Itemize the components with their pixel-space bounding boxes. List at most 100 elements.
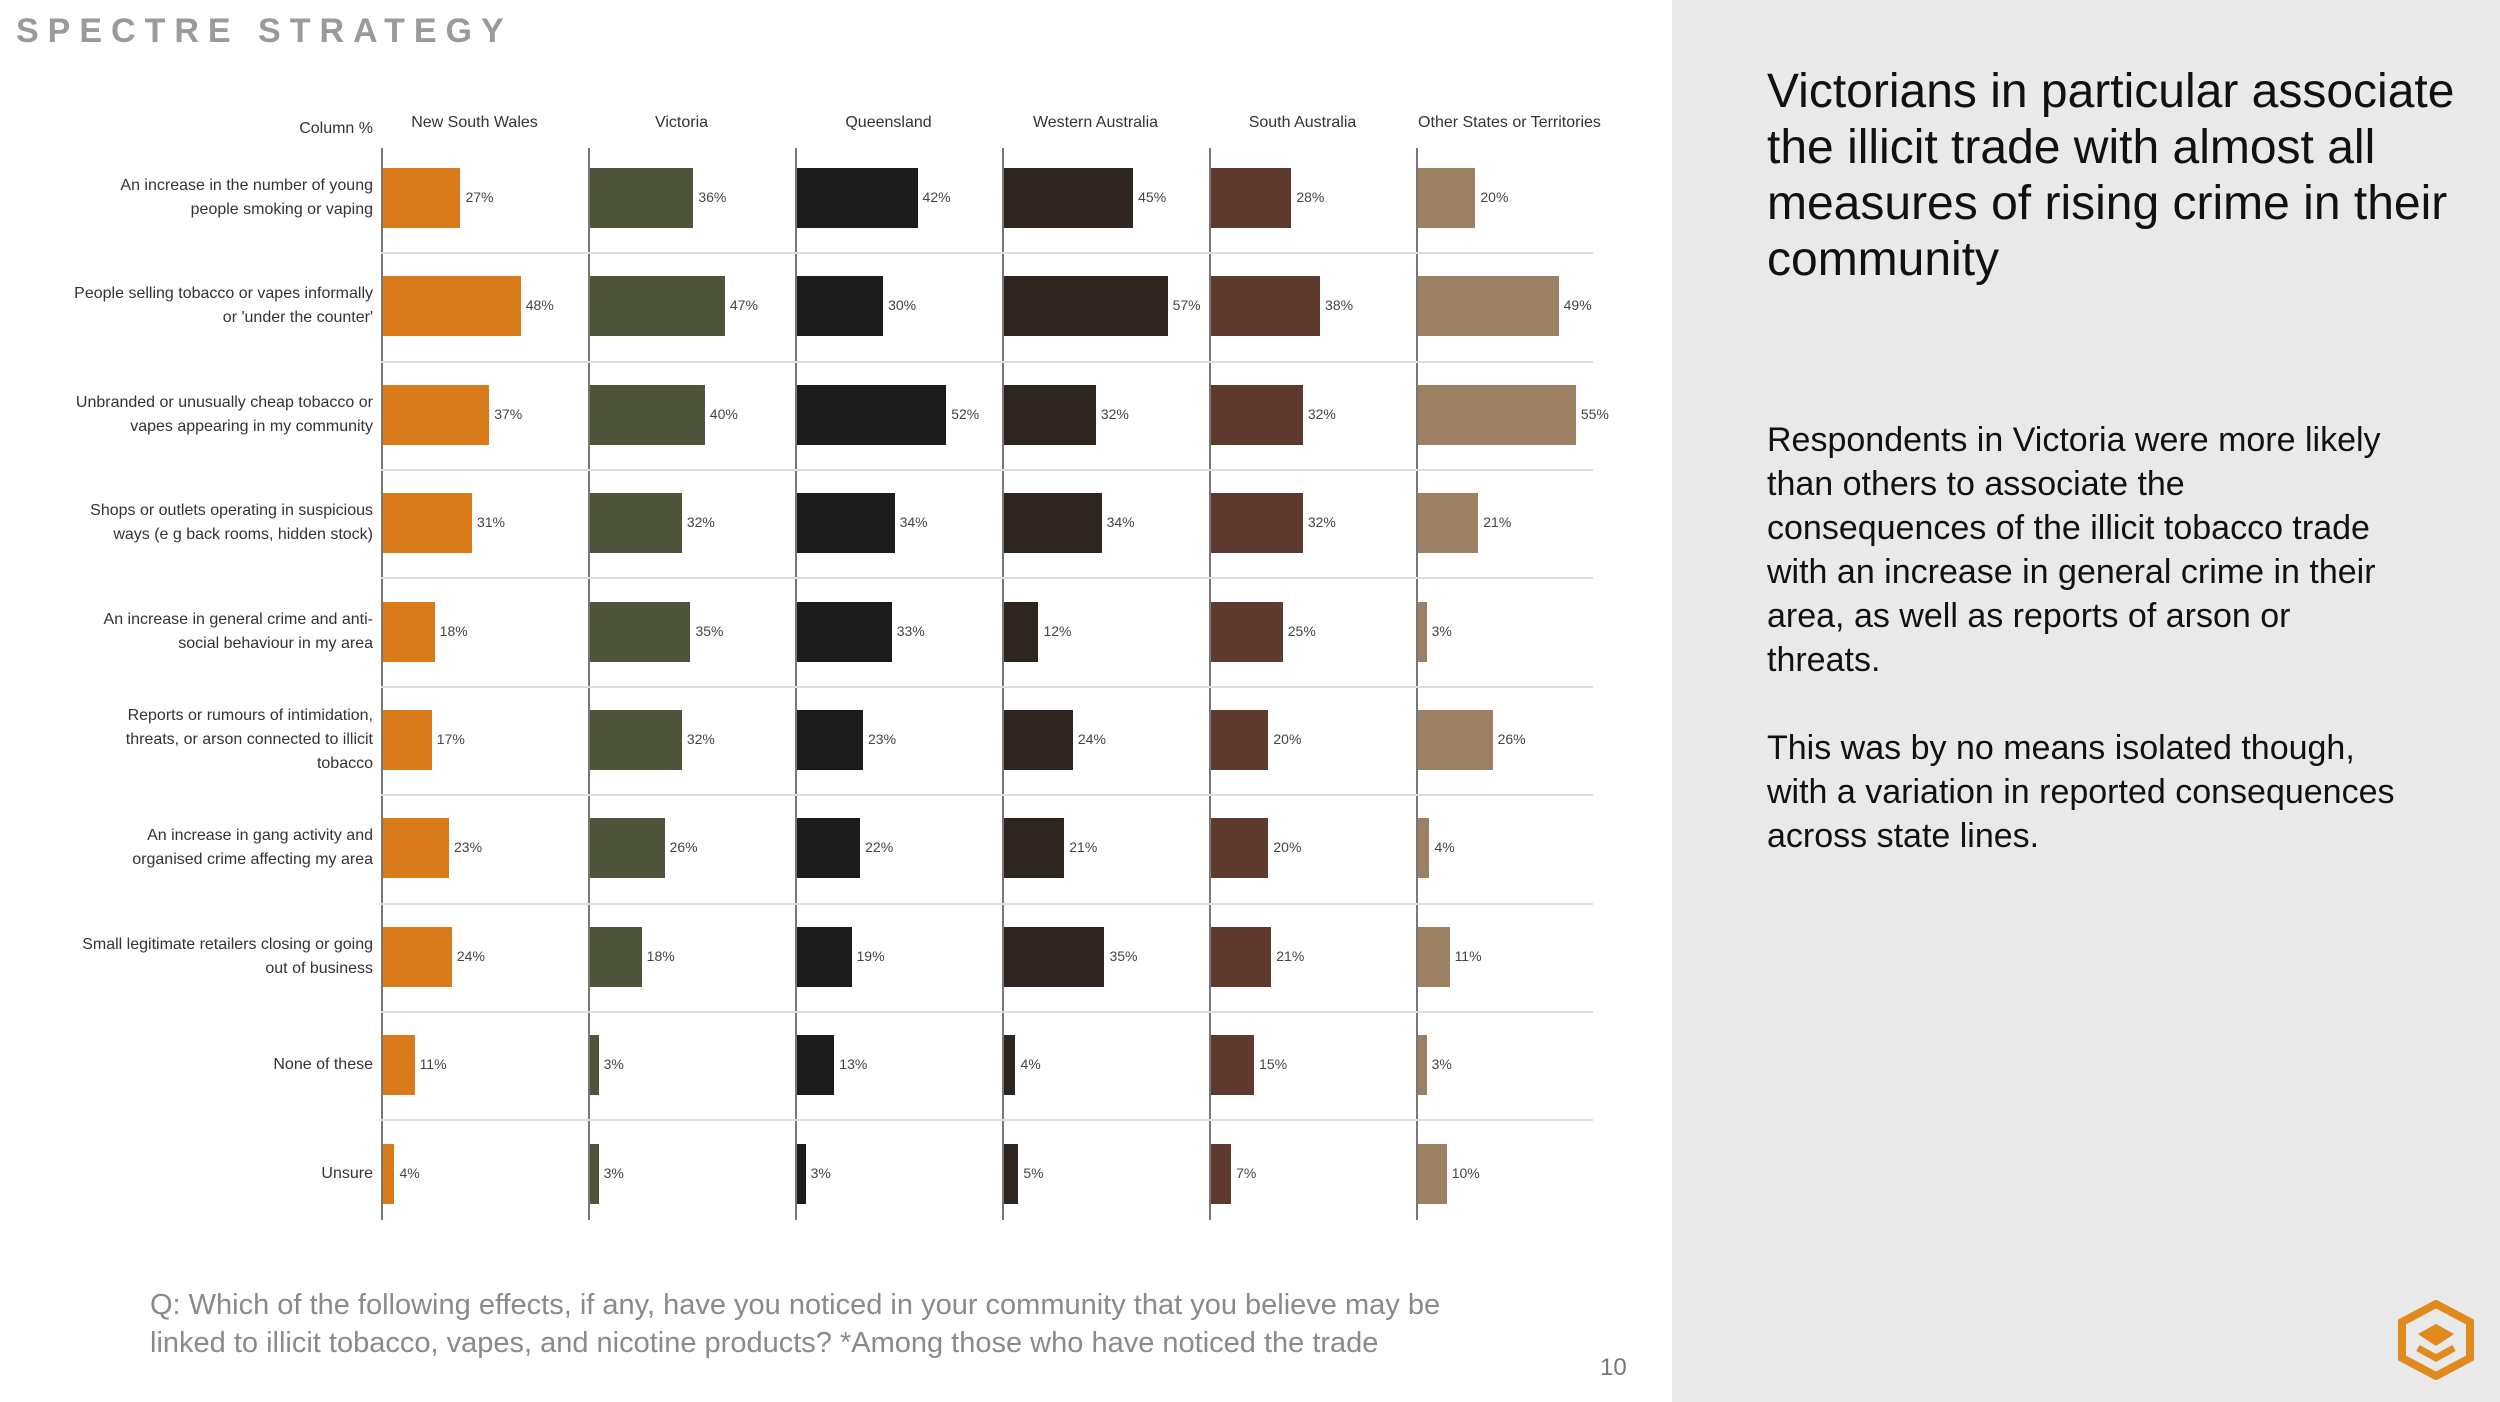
value-label: 23% (454, 839, 483, 856)
bar (1004, 1143, 1019, 1204)
bar (1211, 168, 1292, 228)
row-separator (381, 794, 1593, 797)
bar (1211, 493, 1303, 554)
bar (590, 276, 725, 337)
category-label: None of these (273, 1056, 373, 1074)
column-header: Other States or Territories (1418, 114, 1601, 131)
value-label: 19% (856, 947, 885, 964)
row-separator (381, 1011, 1593, 1013)
bar (590, 1143, 599, 1204)
bar (590, 168, 694, 228)
question: Q: Which of the following effects, if an… (150, 1289, 1441, 1359)
value-label: 31% (476, 514, 505, 531)
panel-axis (1002, 148, 1004, 1220)
bar (797, 710, 863, 770)
value-label: 37% (494, 405, 523, 422)
value-label: 27% (465, 189, 494, 205)
bar (383, 384, 490, 445)
value-label: 13% (839, 1056, 868, 1073)
bar (383, 493, 472, 554)
bar (1211, 926, 1272, 987)
value-label: 4% (399, 1164, 420, 1181)
value-label: 35% (1109, 947, 1138, 964)
brand: SPECTRE STRATEGY (16, 12, 513, 50)
panel-axis (1416, 148, 1418, 1220)
value-label: 4% (1434, 839, 1455, 856)
paragraph: Respondents in Victoria were more likely… (1767, 421, 2381, 679)
row-separator (381, 902, 1593, 905)
value-label: 40% (709, 405, 738, 422)
value-label: 20% (1480, 189, 1509, 205)
row-separator (381, 577, 1593, 580)
value-label: 32% (1307, 514, 1336, 531)
value-label: 32% (686, 731, 715, 747)
bar (1418, 926, 1450, 987)
paragraph: This was by no means isolated though, wi… (1767, 729, 2395, 855)
row-separator (381, 469, 1593, 471)
value-label: 33% (896, 622, 925, 639)
bar (383, 710, 432, 770)
value-label: 5% (1023, 1164, 1044, 1181)
value-label: 20% (1273, 839, 1302, 856)
value-label: 23% (868, 731, 897, 747)
bar (797, 168, 918, 228)
value-label: 3% (810, 1164, 831, 1181)
value-label: 20% (1273, 731, 1302, 747)
bar (797, 384, 947, 445)
value-label: 11% (1454, 947, 1482, 964)
bar (797, 276, 884, 337)
bar (797, 1143, 806, 1204)
value-label: 32% (686, 514, 715, 531)
bar (590, 601, 691, 662)
category-label: Unbranded or unusually cheap tobacco or … (75, 393, 373, 435)
value-label: 34% (899, 514, 928, 531)
bar (1211, 601, 1283, 662)
row-separator (381, 685, 1593, 688)
value-label: 47% (729, 297, 758, 314)
value-label: 48% (525, 297, 554, 314)
panel-axis (588, 148, 590, 1220)
bar (383, 1035, 415, 1096)
heading: Victorians in particular associate the i… (1767, 65, 2455, 286)
value-label: 30% (888, 297, 917, 314)
value-label: 26% (1497, 731, 1526, 747)
column-header: New South Wales (411, 114, 538, 131)
bar (1211, 1035, 1255, 1096)
bar (1418, 493, 1479, 554)
value-label: 38% (1325, 297, 1354, 314)
value-label: 32% (1100, 405, 1129, 422)
corner-label: Column % (299, 120, 373, 137)
column-header: Victoria (654, 114, 709, 131)
value-label: 11% (419, 1056, 447, 1073)
value-label: 7% (1236, 1164, 1257, 1181)
value-label: 3% (603, 1056, 624, 1073)
bar (1004, 168, 1134, 228)
value-label: 36% (698, 189, 727, 205)
bar (1004, 710, 1073, 770)
bar (590, 926, 642, 987)
value-label: 10% (1451, 1164, 1480, 1181)
value-label: 12% (1043, 622, 1072, 639)
bar (1418, 601, 1427, 662)
bar (590, 1035, 599, 1096)
value-label: 4% (1020, 1056, 1041, 1073)
bar (797, 926, 852, 987)
column-header: Queensland (845, 114, 932, 131)
bar (1004, 601, 1039, 662)
bar (1211, 818, 1269, 879)
category-label: Shops or outlets operating in suspicious… (90, 502, 373, 544)
value-label: 52% (951, 405, 980, 422)
bar (1418, 710, 1493, 770)
value-label: 45% (1138, 189, 1167, 205)
value-label: 21% (1276, 947, 1305, 964)
bar (1004, 926, 1105, 987)
bar (797, 1035, 835, 1096)
row-separator (381, 360, 1593, 363)
value-label: 24% (456, 947, 485, 964)
category-label: An increase in gang activity and organis… (132, 827, 373, 869)
value-label: 3% (1431, 622, 1452, 639)
column-header: Western Australia (1032, 114, 1159, 131)
bar (1211, 710, 1269, 770)
bar (383, 818, 449, 879)
